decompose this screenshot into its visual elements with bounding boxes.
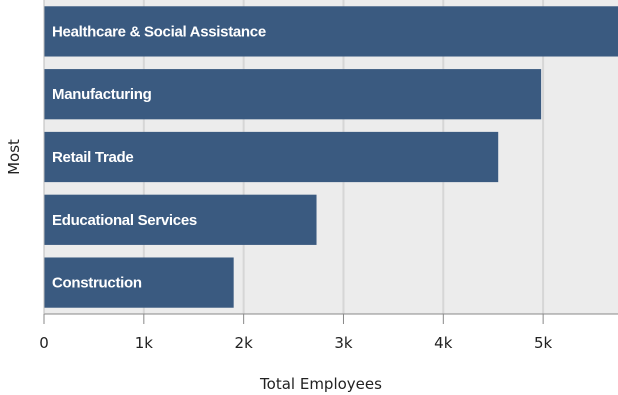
x-tick-label: 0 <box>39 334 49 352</box>
bar-category-label: Healthcare & Social Assistance <box>52 23 266 40</box>
y-axis-title: Most <box>5 139 23 175</box>
x-axis: 0 1k 2k 3k 4k 5k <box>39 314 618 352</box>
x-tick-label: 1k <box>135 334 154 352</box>
x-tick-label: 5k <box>534 334 553 352</box>
x-tick-label: 3k <box>334 334 353 352</box>
x-tick-label: 2k <box>235 334 254 352</box>
bar-category-label: Retail Trade <box>52 149 133 166</box>
bar-category-label: Educational Services <box>52 212 197 229</box>
bar-category-label: Construction <box>52 275 142 292</box>
x-axis-title: Total Employees <box>259 375 382 393</box>
bar-category-label: Manufacturing <box>52 86 152 103</box>
x-tick-label: 4k <box>434 334 453 352</box>
